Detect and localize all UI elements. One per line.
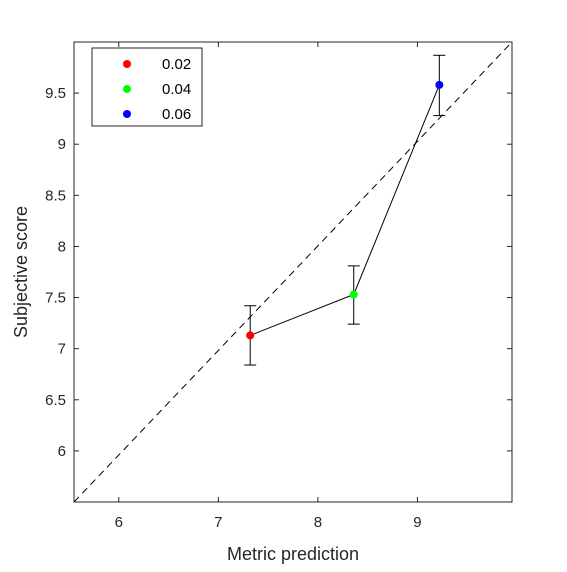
error-bars-layer	[244, 54, 446, 366]
legend-marker-0.02	[123, 60, 131, 68]
y-tick-label: 7.5	[45, 290, 66, 307]
x-axis-label: Metric prediction	[227, 544, 359, 564]
data-point-0.02	[246, 331, 255, 340]
plot-frame	[73, 41, 513, 503]
reference-dashed-line	[73, 41, 513, 503]
y-tick-label: 8	[58, 238, 66, 255]
y-tick-label: 6	[58, 443, 66, 460]
legend-marker-0.04	[123, 85, 131, 93]
y-tick-label: 8.5	[45, 187, 66, 204]
y-tick-label: 9.5	[45, 85, 66, 102]
connecting-line	[250, 84, 440, 336]
data-point-0.04	[349, 290, 358, 299]
x-tick-label: 6	[115, 514, 123, 531]
y-axis-label: Subjective score	[11, 206, 31, 338]
axes-layer: 6 7 8 9 6 6.5 7 7.5 8 8.5 9 9.5	[45, 41, 513, 531]
legend-label-0.04: 0.04	[162, 81, 191, 98]
connecting-line-layer	[250, 84, 440, 336]
data-point-0.06	[435, 80, 444, 89]
legend-box	[91, 47, 203, 127]
legend-marker-0.06	[123, 110, 131, 118]
x-tick-label: 8	[314, 514, 322, 531]
x-tick-label: 7	[214, 514, 222, 531]
y-tick-label: 9	[58, 136, 66, 153]
y-tick-label: 6.5	[45, 392, 66, 409]
data-points-layer	[246, 80, 444, 340]
reference-layer	[73, 41, 513, 503]
legend-label-0.06: 0.06	[162, 106, 191, 123]
x-tick-label: 9	[413, 514, 421, 531]
y-tick-label: 7	[58, 341, 66, 358]
legend-label-0.02: 0.02	[162, 56, 191, 73]
legend: 0.02 0.04 0.06	[91, 47, 203, 127]
